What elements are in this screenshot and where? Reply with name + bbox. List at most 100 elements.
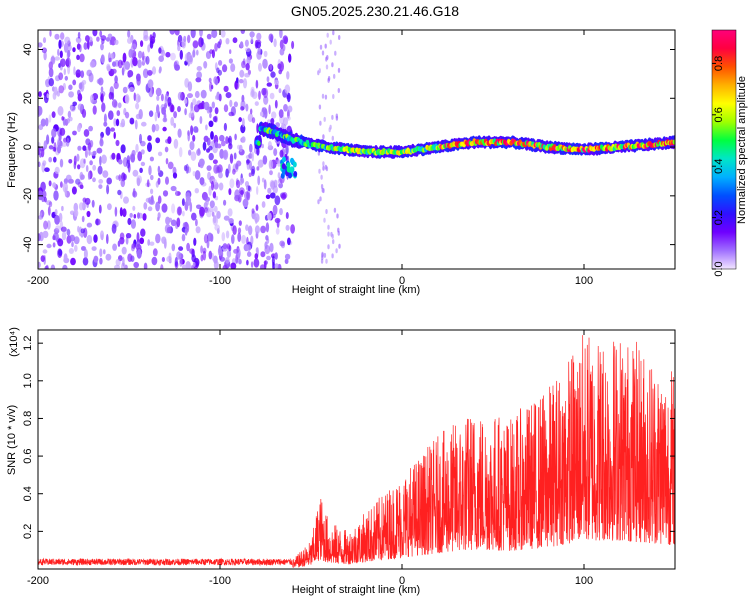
- colorbar-frame: [711, 29, 737, 270]
- spectrogram-noise-cell: [127, 70, 134, 78]
- spectrogram-y-tick-label: -40: [22, 237, 34, 253]
- spectrogram-noise-cell: [225, 38, 230, 45]
- spectrogram-noise-cell: [211, 49, 215, 59]
- spectrogram-noise-cell: [206, 165, 212, 172]
- spectrogram-noise-cell: [115, 139, 120, 147]
- spectrogram-noise-cell: [251, 208, 255, 214]
- spectrogram-noise-cell: [181, 233, 186, 242]
- colorbar-tick-label: 0.2: [713, 210, 725, 225]
- spectrogram-noise-cell: [115, 258, 121, 267]
- spectrogram-noise-cell: [258, 90, 261, 101]
- spectrogram-noise-cell: [122, 86, 128, 94]
- spectrogram-noise-cell: [122, 256, 125, 267]
- spectrogram-noise-cell: [137, 59, 142, 69]
- spectrogram-noise-cell: [250, 35, 254, 44]
- spectrogram-noise-cell: [225, 168, 229, 178]
- spectrogram-noise-cell: [73, 66, 76, 76]
- spectrogram-noise-cell: [177, 91, 183, 101]
- spectrogram-noise-cell: [185, 195, 192, 206]
- spectrogram-noise-cell: [219, 148, 225, 159]
- spectrogram-noise-cell: [271, 111, 277, 119]
- spectrogram-noise-cell: [187, 34, 191, 44]
- spectrogram-noise-cell: [228, 218, 234, 224]
- spectrogram-noise-cell: [120, 178, 126, 188]
- spectrogram-noise-cell: [143, 262, 148, 269]
- spectrogram-noise-cell: [140, 149, 145, 155]
- spectrogram-noise-cell: [273, 38, 277, 48]
- spectrogram-noise-cell: [188, 149, 192, 156]
- spectrogram-noise-cell: [50, 56, 56, 65]
- spectrogram-noise-cell: [129, 212, 133, 218]
- spectrogram-noise-cell: [320, 258, 324, 264]
- spectrogram-noise-cell: [106, 184, 110, 195]
- spectrogram-noise-cell: [287, 105, 293, 113]
- spectrogram-noise-cell: [80, 174, 85, 180]
- spectrogram-noise-cell: [72, 47, 76, 53]
- spectrogram-noise-cell: [161, 49, 166, 57]
- spectrogram-noise-cell: [161, 106, 167, 115]
- spectrogram-noise-cell: [222, 149, 229, 160]
- spectrogram-noise-cell: [317, 199, 320, 205]
- spectrogram-noise-cell: [232, 168, 236, 175]
- spectrogram-noise-cell: [265, 194, 271, 200]
- spectrogram-noise-cell: [123, 61, 126, 72]
- spectrogram-noise-cell: [337, 67, 341, 73]
- spectrogram-noise-cell: [249, 31, 255, 38]
- spectrogram-noise-cell: [112, 243, 117, 251]
- colorbar-tick-label: 0.8: [713, 56, 725, 71]
- spectrogram-signal-core-cell: [672, 139, 675, 145]
- spectrogram-noise-cell: [221, 140, 226, 147]
- spectrogram-noise-cell: [148, 165, 152, 176]
- spectrogram-noise-cell: [332, 239, 335, 245]
- spectrogram-noise-cell: [328, 127, 331, 133]
- spectrogram-noise-cell: [173, 111, 178, 119]
- spectrogram-noise-cell: [162, 126, 167, 132]
- spectrogram-noise-cell: [61, 231, 67, 241]
- spectrogram-noise-cell: [156, 95, 160, 101]
- spectrogram-noise-cell: [101, 38, 105, 45]
- spectrogram-noise-cell: [228, 58, 233, 64]
- spectrogram-noise-cell: [228, 188, 232, 196]
- spectrogram-noise-cell: [213, 255, 218, 264]
- spectrogram-noise-cell: [119, 122, 125, 128]
- spectrogram-noise-cell: [200, 38, 204, 46]
- spectrogram-noise-cell: [158, 47, 162, 54]
- spectrogram-noise-cell: [68, 91, 74, 98]
- spectrogram-noise-cell: [58, 39, 62, 49]
- spectrogram-noise-cell: [321, 251, 324, 257]
- spectrogram-noise-cell: [125, 233, 132, 239]
- spectrogram-noise-cell: [152, 248, 158, 257]
- spectrogram-noise-cell: [185, 163, 189, 174]
- spectrogram-noise-cell: [147, 79, 154, 89]
- spectrogram-noise-cell: [184, 52, 191, 63]
- spectrogram-noise-cell: [268, 159, 274, 170]
- spectrogram-noise-cell: [238, 187, 245, 195]
- spectrogram-noise-cell: [42, 160, 47, 167]
- spectrogram-noise-cell: [256, 123, 259, 134]
- spectrogram-noise-cell: [238, 258, 242, 265]
- spectrogram-noise-cell: [266, 82, 272, 87]
- spectrogram-noise-cell: [222, 243, 228, 250]
- snr-y-axis-label: SNR (10 * v/v): [6, 405, 18, 475]
- spectrogram-noise-cell: [186, 242, 191, 252]
- spectrogram-noise-cell: [233, 101, 238, 108]
- spectrogram-noise-cell: [206, 209, 212, 218]
- spectrogram-noise-cell: [52, 242, 56, 248]
- spectrogram-noise-cell: [251, 117, 256, 124]
- spectrogram-noise-cell: [89, 160, 93, 166]
- spectrogram-noise-cell: [155, 137, 161, 144]
- spectrogram-noise-cell: [42, 37, 47, 44]
- spectrogram-noise-cell: [98, 77, 104, 86]
- spectrogram-noise-cell: [229, 178, 235, 189]
- spectrogram-noise-cell: [178, 147, 183, 158]
- colorbar-tick-label: 0.0: [713, 261, 725, 276]
- spectrogram-noise-cell: [108, 110, 114, 120]
- spectrogram-noise-cell: [319, 120, 322, 126]
- spectrogram-noise-cell: [48, 145, 54, 150]
- spectrogram-noise-cell: [279, 39, 284, 50]
- spectrogram-noise-cell: [162, 190, 169, 197]
- spectrogram-noise-cell: [214, 224, 220, 231]
- spectrogram-noise-cell: [86, 69, 92, 77]
- spectrogram-noise-cell: [53, 190, 59, 201]
- spectrogram-noise-cell: [68, 84, 73, 91]
